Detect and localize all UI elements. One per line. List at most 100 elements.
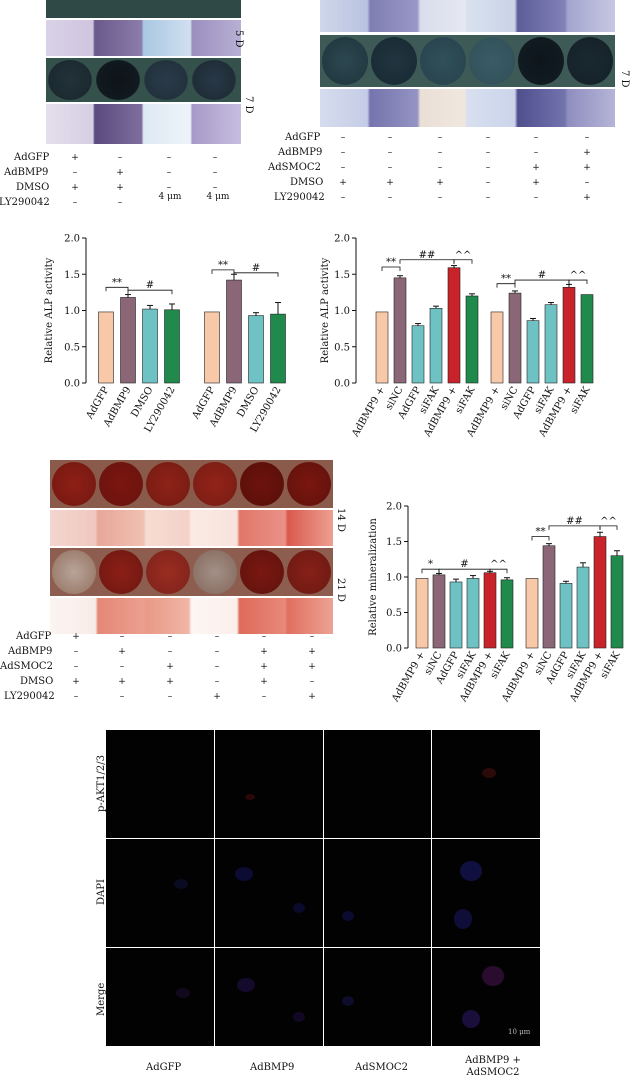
significance-bracket: [531, 536, 550, 541]
y-tick-label: 1.0: [334, 306, 350, 317]
micrograph-row-7d: [46, 104, 241, 144]
well: [469, 37, 515, 85]
panel-e-cell-sign: –: [309, 677, 315, 687]
row-label-dapi: DAPI: [96, 879, 107, 905]
well: [193, 550, 237, 594]
y-tick-label: 1.0: [64, 306, 80, 317]
well: [518, 37, 564, 85]
y-tick-label: 2.0: [386, 502, 402, 513]
time-label-21d: 21 D: [335, 578, 346, 602]
panel-e-cell-sign: +: [260, 677, 268, 687]
if-image: [106, 839, 214, 947]
panel-b-cell-sign: –: [340, 163, 346, 173]
row-label-merge: Merge: [96, 982, 107, 1016]
time-label-14d: 14 D: [335, 508, 346, 532]
bar: [375, 311, 389, 384]
y-tick-label: 0.5: [334, 342, 350, 353]
cell-sign: –: [166, 183, 172, 193]
cell-sign: +: [71, 183, 79, 193]
bar: [226, 279, 242, 384]
panel-b-cell-sign: –: [533, 148, 539, 158]
bar: [142, 308, 158, 384]
if-image: [324, 730, 431, 838]
well: [240, 550, 284, 594]
bar: [580, 294, 594, 384]
row-label: LY290042: [274, 192, 325, 203]
bar: [466, 578, 480, 649]
row-label-pakt: p-AKT1/2/3: [96, 755, 107, 812]
bar: [544, 304, 558, 384]
bar: [490, 311, 504, 384]
significance-mark: ^^: [600, 516, 617, 527]
panel-b-cell-sign: –: [485, 193, 491, 203]
significance-mark: **: [218, 260, 228, 271]
panel-b-cell-sign: –: [533, 133, 539, 143]
bar: [248, 315, 264, 384]
well: [567, 37, 613, 85]
row-label: DMSO: [20, 676, 54, 687]
panel-b-cell-sign: –: [485, 178, 491, 188]
y-tick-label: 1.5: [64, 270, 80, 281]
if-image: [215, 839, 323, 947]
y-tick-label: 0.5: [386, 608, 402, 619]
significance-bracket: [127, 289, 173, 295]
row-label: AdGFP: [14, 152, 50, 163]
if-image: [432, 839, 540, 947]
bar: [465, 295, 479, 384]
significance-mark: ^^: [490, 559, 507, 570]
significance-mark: ^^: [455, 250, 472, 261]
panel-e-cell-sign: +: [72, 632, 80, 642]
bar: [525, 578, 539, 649]
panel-e-cell-sign: +: [308, 662, 316, 672]
panel-e-cell-sign: +: [308, 692, 316, 702]
row-label: AdBMP9: [278, 147, 323, 158]
row-label: DMSO: [290, 177, 324, 188]
col-label: AdBMP9: [250, 1062, 295, 1073]
micrograph-row-top: [320, 0, 615, 32]
panel-b-cell-sign: –: [387, 193, 393, 203]
cell-sign: +: [71, 153, 79, 163]
cell-sign: –: [212, 183, 218, 193]
significance-mark: **: [501, 274, 511, 285]
cell-sign: 4 μm: [158, 192, 182, 202]
well-plate-7d: [320, 35, 615, 87]
y-tick-label: 1.5: [334, 270, 350, 281]
panel-b-cell-sign: +: [436, 178, 444, 188]
panel-b-cell-sign: –: [485, 148, 491, 158]
panel-e-cell-sign: +: [213, 692, 221, 702]
bar: [98, 311, 114, 384]
well: [144, 60, 188, 100]
y-tick-label: 0.0: [64, 379, 80, 390]
significance-bracket: [489, 568, 508, 574]
row-label: AdGFP: [16, 631, 52, 642]
significance-mark: ^^: [570, 270, 587, 281]
panel-e-cell-sign: +: [166, 677, 174, 687]
well: [99, 462, 143, 506]
bar: [500, 579, 514, 649]
x-tick-label: AdBMP9 +: [350, 385, 388, 440]
panel-e-cell-sign: –: [309, 632, 315, 642]
panel-b-cell-sign: –: [485, 163, 491, 173]
micrograph-row-7d: [320, 89, 615, 127]
y-axis-label: Relative mineralization: [368, 518, 379, 636]
panel-b-cell-sign: +: [583, 193, 591, 203]
panel-e-cell-sign: –: [73, 692, 79, 702]
panel-e-cell-sign: –: [167, 632, 173, 642]
bar: [411, 325, 425, 384]
panel-e-cell-sign: –: [261, 692, 267, 702]
significance-bracket: [381, 266, 401, 271]
y-axis-label: Relative ALP activity: [44, 257, 55, 363]
bar: [164, 309, 180, 384]
panel-b-cell-sign: –: [340, 193, 346, 203]
panel-e-cell-sign: –: [119, 632, 125, 642]
panel-b-cell-sign: –: [584, 178, 590, 188]
well: [99, 550, 143, 594]
well: [287, 550, 331, 594]
panel-e-cell-sign: –: [214, 647, 220, 657]
panel-e-cell-sign: +: [308, 647, 316, 657]
significance-mark: #: [460, 559, 468, 570]
panel-b-cell-sign: –: [437, 133, 443, 143]
col-label: AdBMP9 + AdSMOC2: [465, 1055, 521, 1078]
y-tick-label: 1.0: [386, 573, 402, 584]
